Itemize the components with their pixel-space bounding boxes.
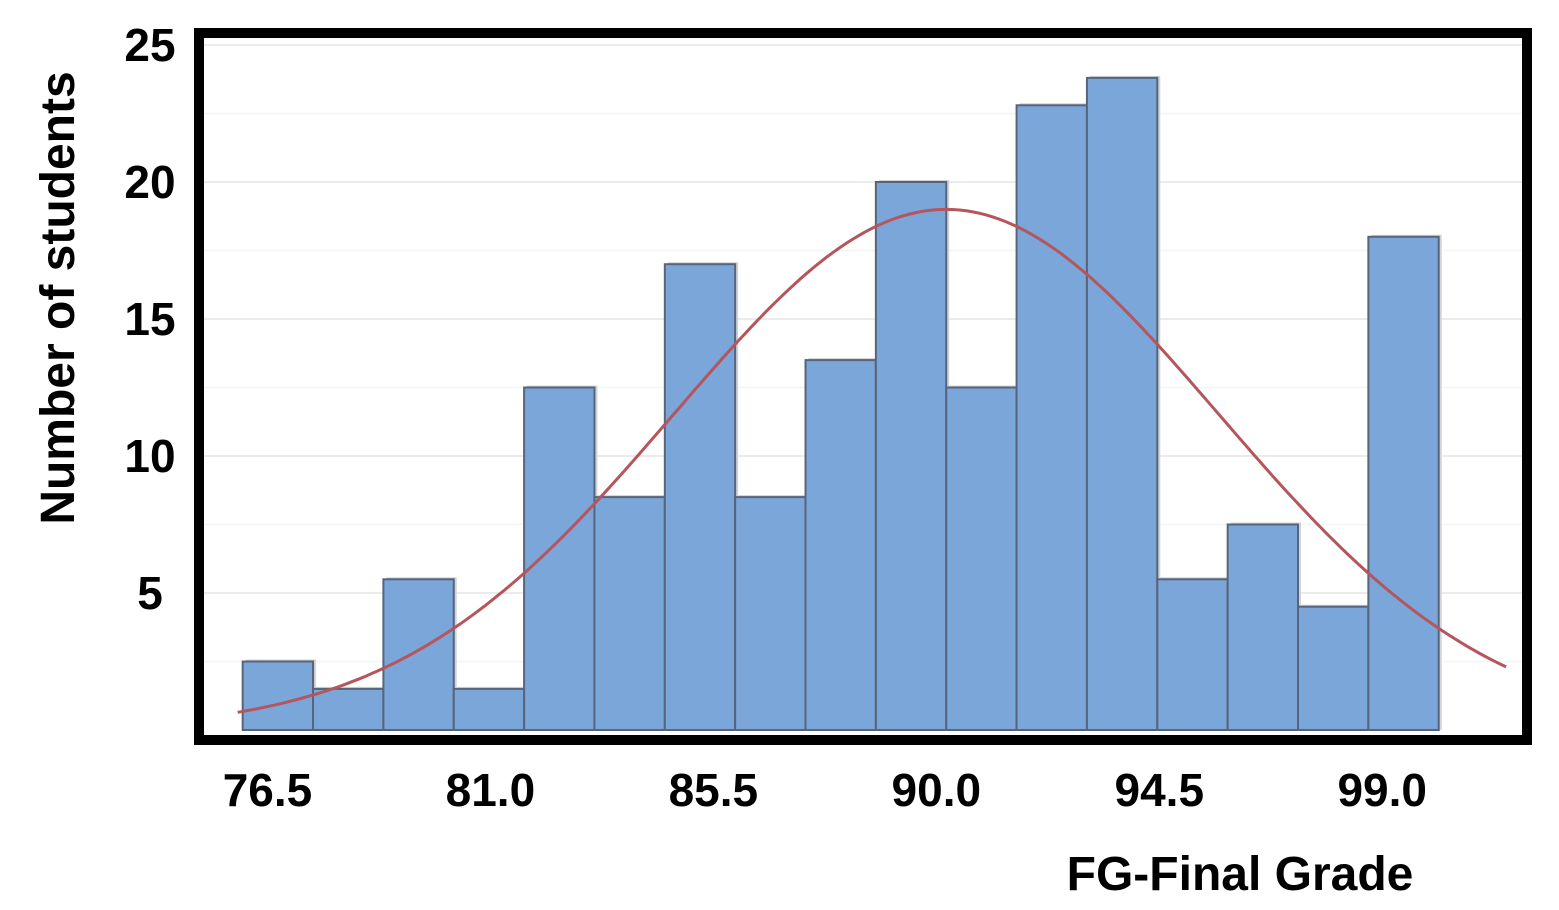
y-tick-label-3: 20 bbox=[124, 156, 175, 208]
plot-frame bbox=[194, 28, 1532, 745]
histogram-bar-7 bbox=[734, 496, 807, 731]
x-axis-title: FG-Final Grade bbox=[1067, 848, 1414, 901]
histogram-bar-16 bbox=[1367, 235, 1440, 732]
y-tick-label-4: 25 bbox=[124, 19, 175, 71]
x-tick-label-4: 94.5 bbox=[1115, 764, 1205, 816]
histogram-bar-3 bbox=[452, 687, 526, 732]
x-axis-ticks: 76.5 81.0 85.5 90.0 94.5 99.0 bbox=[223, 764, 1427, 816]
y-axis-ticks: 5 10 15 20 25 bbox=[124, 19, 175, 619]
histogram-bar-11 bbox=[1015, 104, 1088, 731]
x-tick-label-0: 76.5 bbox=[223, 764, 313, 816]
histogram-bars bbox=[241, 75, 1442, 732]
histogram-bar-12 bbox=[1085, 76, 1159, 731]
histogram-bar-2 bbox=[382, 578, 455, 731]
y-tick-label-1: 10 bbox=[124, 430, 175, 482]
x-tick-label-3: 90.0 bbox=[892, 764, 982, 816]
y-tick-label-0: 5 bbox=[137, 567, 163, 619]
normal-curve bbox=[237, 207, 1507, 714]
histogram-bar-9 bbox=[874, 181, 948, 731]
histogram-bar-8 bbox=[804, 359, 877, 731]
histogram-bar-0 bbox=[241, 660, 315, 731]
histogram-bar-10 bbox=[945, 386, 1018, 731]
histogram-bar-15 bbox=[1297, 605, 1370, 732]
histogram-bar-6 bbox=[663, 263, 737, 731]
y-axis-title: Number of students bbox=[32, 71, 85, 524]
histogram-bar-4 bbox=[523, 386, 596, 731]
histogram-bar-5 bbox=[593, 496, 666, 731]
x-tick-label-5: 99.0 bbox=[1337, 764, 1427, 816]
histogram-bar-14 bbox=[1226, 523, 1300, 731]
x-tick-label-2: 85.5 bbox=[669, 764, 759, 816]
histogram-bar-1 bbox=[312, 687, 385, 732]
histogram-bar-13 bbox=[1156, 578, 1229, 731]
x-tick-label-1: 81.0 bbox=[446, 764, 536, 816]
y-tick-label-2: 15 bbox=[124, 293, 175, 345]
